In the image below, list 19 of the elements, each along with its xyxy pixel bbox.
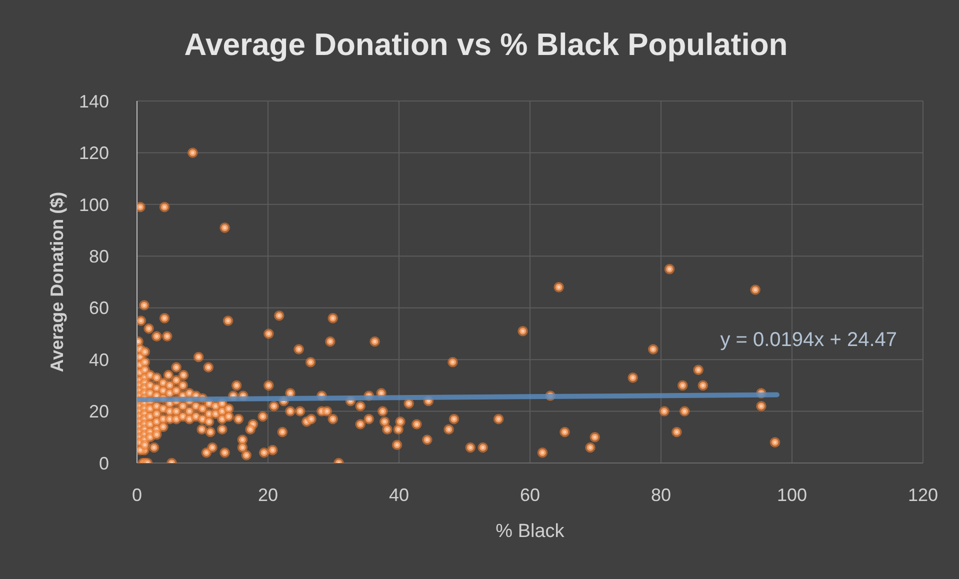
annotation: y = 0.0194x + 24.47 [720,328,897,352]
x-tick-label: 100 [776,484,808,505]
y-axis-title: Average Donation ($) [47,192,67,372]
x-tick-label: 120 [908,484,938,505]
x-tick-label: 80 [650,484,672,505]
y-tick-label: 40 [88,350,109,370]
x-axis-title: % Black [496,521,565,542]
y-tick-label: 140 [78,91,109,112]
x-tick-label: 0 [132,484,142,505]
y-tick-label: 120 [78,143,109,164]
y-tick-label: 80 [88,246,109,267]
x-tick-label: 40 [388,484,410,505]
y-tick-label: 60 [88,298,109,318]
y-tick-label: 100 [78,194,109,215]
chart-title: Average Donation vs % Black Population [184,27,788,63]
y-tick-label: 20 [88,402,109,422]
x-tick-label: 60 [520,484,540,505]
y-tick-label: 0 [98,453,109,474]
x-tick-label: 20 [258,484,278,505]
